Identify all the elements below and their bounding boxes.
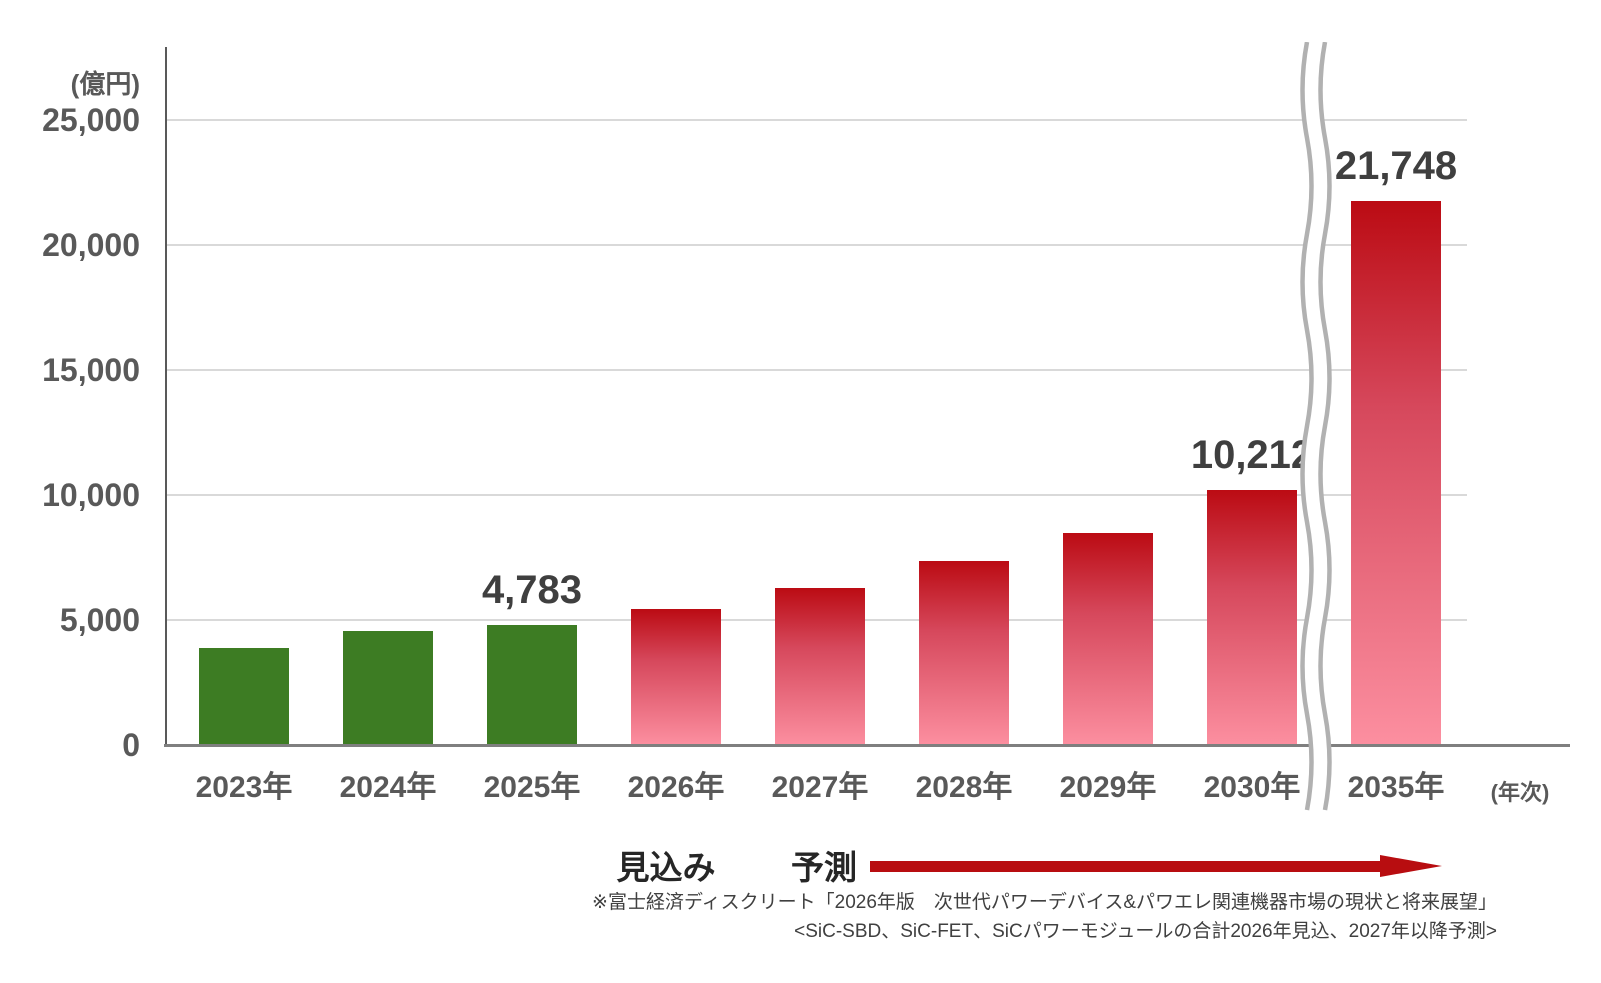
gridline-15,000 bbox=[166, 369, 1467, 371]
estimate-phase-label: 見込み bbox=[616, 849, 716, 886]
gridline-25,000 bbox=[166, 119, 1467, 121]
value-label-2025年: 4,783 bbox=[481, 568, 583, 613]
y-tick-label: 25,000 bbox=[42, 102, 140, 138]
y-tick-label: 0 bbox=[122, 727, 140, 763]
bar-2030年 bbox=[1207, 489, 1297, 745]
x-tick-label-2028年: 2028年 bbox=[915, 771, 1013, 804]
value-label-2030年: 10,212 bbox=[1190, 432, 1314, 477]
forecast-phase-label: 予測 bbox=[791, 849, 857, 886]
bar-2024年 bbox=[343, 631, 433, 745]
x-tick-label-2030年: 2030年 bbox=[1203, 771, 1301, 804]
x-tick-label-2025年: 2025年 bbox=[483, 771, 581, 804]
y-tick-label: 5,000 bbox=[59, 602, 140, 638]
y-tick-label: 20,000 bbox=[42, 227, 140, 263]
x-tick-label-2029年: 2029年 bbox=[1059, 771, 1157, 804]
source-citation: ※富士経済ディスクリート「2026年版 次世代パワーデバイス&パワエレ関連機器市… bbox=[547, 888, 1497, 946]
gridline-10,000 bbox=[166, 494, 1467, 496]
x-tick-label-2035年: 2035年 bbox=[1347, 771, 1445, 804]
y-axis-unit-label: (億円) bbox=[70, 69, 140, 99]
x-axis-line bbox=[164, 744, 1570, 747]
source-line-1: ※富士経済ディスクリート「2026年版 次世代パワーデバイス&パワエレ関連機器市… bbox=[592, 892, 1497, 913]
axis-break-line-right bbox=[1318, 42, 1332, 811]
bar-2028年 bbox=[919, 561, 1009, 745]
x-axis-unit-label: (年次) bbox=[1490, 780, 1550, 805]
y-tick-label: 15,000 bbox=[42, 352, 140, 388]
bar-2027年 bbox=[775, 587, 865, 745]
y-tick-label: 10,000 bbox=[42, 477, 140, 513]
axis-break-wave bbox=[1300, 42, 1332, 812]
x-tick-label-2023年: 2023年 bbox=[195, 771, 293, 804]
x-tick-label-2026年: 2026年 bbox=[627, 771, 725, 804]
bar-2025年 bbox=[487, 625, 577, 745]
gridline-20,000 bbox=[166, 244, 1467, 246]
x-tick-label-2024年: 2024年 bbox=[339, 771, 437, 804]
axis-break-line-left bbox=[1300, 42, 1314, 811]
bar-2026年 bbox=[631, 608, 721, 745]
bar-2035年 bbox=[1351, 201, 1441, 745]
y-axis-line bbox=[165, 47, 167, 747]
forecast-arrow-head-icon bbox=[1380, 855, 1442, 877]
value-label-2035年: 21,748 bbox=[1334, 144, 1458, 189]
bar-2023年 bbox=[199, 647, 289, 745]
bar-2029年 bbox=[1063, 532, 1153, 745]
x-tick-label-2027年: 2027年 bbox=[771, 771, 869, 804]
source-line-2: <SiC-SBD、SiC-FET、SiCパワーモジュールの合計2026年見込、2… bbox=[794, 921, 1497, 942]
forecast-arrow-shaft bbox=[870, 861, 1382, 872]
axis-break-mask bbox=[1303, 42, 1329, 812]
